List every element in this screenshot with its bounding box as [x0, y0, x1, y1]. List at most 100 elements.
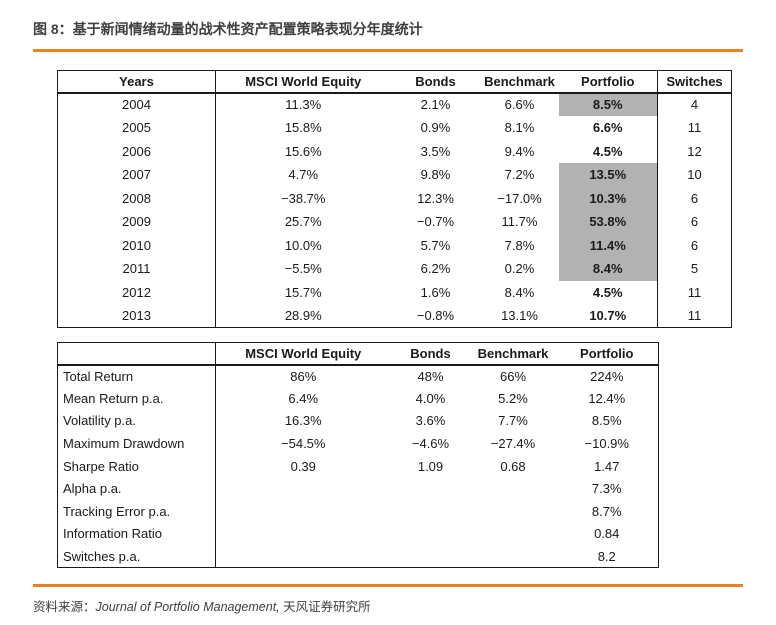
cell-portfolio: 13.5%	[558, 163, 658, 187]
cell-year: 2004	[57, 92, 216, 116]
cell-portfolio: 12.4%	[588, 390, 626, 406]
cell-benchmark	[471, 545, 556, 568]
annual-row-2006: 2006 15.6% 3.5% 9.4% 4.5% 12	[57, 139, 732, 163]
cell-switches: 11	[657, 280, 732, 304]
cell-bonds: 6.2%	[420, 261, 451, 277]
cell-msci	[216, 545, 391, 568]
col-header-metric	[57, 342, 216, 366]
cell-benchmark: 66%	[499, 368, 527, 384]
cell-msci: 28.9%	[284, 308, 322, 323]
cell-portfolio: 7.3%	[591, 481, 622, 497]
cell-msci: −54.5%	[281, 436, 326, 452]
summary-row: Information Ratio 0.84	[57, 522, 659, 546]
cell-msci: 16.3%	[284, 413, 322, 429]
cell-metric-label: Maximum Drawdown	[57, 432, 216, 455]
cell-portfolio: 6.6%	[592, 120, 623, 136]
annual-row-2010: 2010 10.0% 5.7% 7.8% 11.4% 6	[57, 233, 732, 257]
cell-msci: 10.0%	[284, 237, 322, 253]
annual-row-2004: 2004 11.3% 2.1% 6.6% 8.5% 4	[57, 92, 732, 116]
cell-bonds: 0.9%	[420, 120, 451, 136]
cell-benchmark: 0.2%	[504, 261, 535, 277]
cell-benchmark: 7.8%	[504, 237, 535, 253]
cell-benchmark: −27.4%	[490, 436, 536, 452]
cell-portfolio: 8.2	[597, 548, 616, 564]
cell-year: 2012	[57, 280, 216, 304]
cell-year: 2009	[57, 210, 216, 234]
annual-row-2007: 2007 4.7% 9.8% 7.2% 13.5% 10	[57, 163, 732, 187]
cell-benchmark	[471, 477, 556, 500]
cell-msci	[216, 523, 391, 546]
cell-bonds: 1.09	[417, 458, 444, 474]
cell-portfolio: 53.8%	[558, 210, 658, 234]
cell-metric-label: Volatility p.a.	[57, 409, 216, 433]
cell-portfolio: −10.9%	[584, 436, 629, 452]
cell-msci: −38.7%	[281, 190, 326, 206]
cell-msci: −5.5%	[284, 261, 322, 277]
summary-row: Maximum Drawdown −54.5% −4.6% −27.4% −10.9%	[57, 432, 659, 455]
cell-metric-label: Tracking Error p.a.	[57, 500, 216, 523]
col-header-portfolio: Portfolio	[555, 342, 659, 366]
summary-row: Alpha p.a. 7.3%	[57, 477, 659, 501]
cell-year: 2010	[57, 233, 216, 257]
cell-msci: 11.3%	[285, 97, 322, 113]
col-header-bonds: Bonds	[390, 342, 471, 366]
col-header-msci: MSCI World Equity	[215, 70, 391, 94]
cell-msci: 86%	[290, 368, 317, 384]
cell-benchmark: 13.1%	[501, 308, 538, 323]
cell-year: 2007	[57, 163, 216, 187]
cell-bonds: −4.6%	[411, 436, 450, 452]
cell-benchmark	[471, 523, 556, 546]
summary-statistics-table: MSCI World Equity Bonds Benchmark Portfo…	[57, 342, 659, 569]
cell-portfolio: 8.5%	[558, 92, 658, 116]
summary-row: Switches p.a. 8.2	[57, 545, 659, 568]
cell-msci	[216, 477, 391, 500]
cell-bonds	[391, 545, 471, 568]
cell-year: 2008	[57, 186, 216, 210]
cell-metric-label: Information Ratio	[57, 522, 216, 546]
cell-switches: 12	[657, 139, 732, 163]
cell-bonds: −0.8%	[416, 308, 455, 323]
cell-bonds: 12.3%	[417, 190, 454, 206]
title-underline	[33, 49, 743, 52]
annual-row-2013: 2013 28.9% −0.8% 13.1% 10.7% 11	[57, 304, 732, 328]
cell-portfolio: 1.47	[594, 458, 620, 474]
col-header-msci: MSCI World Equity	[215, 342, 391, 366]
cell-bonds: 5.7%	[420, 237, 451, 253]
annual-row-2012: 2012 15.7% 1.6% 8.4% 4.5% 11	[57, 280, 732, 304]
cell-bonds: 4.0%	[415, 390, 446, 406]
cell-msci: 4.7%	[288, 167, 319, 183]
source-label: 资料来源：	[33, 600, 96, 614]
cell-benchmark: 8.4%	[504, 284, 535, 300]
summary-row: Mean Return p.a. 6.4% 4.0% 5.2% 12.4%	[57, 387, 659, 410]
cell-benchmark: 11.7%	[501, 214, 538, 230]
cell-bonds	[391, 500, 471, 523]
cell-portfolio: 8.5%	[591, 413, 622, 429]
cell-msci: 0.39	[290, 458, 316, 474]
cell-benchmark: 7.2%	[504, 167, 535, 183]
summary-table-header-row: MSCI World Equity Bonds Benchmark Portfo…	[57, 342, 659, 366]
cell-benchmark	[471, 500, 556, 523]
cell-bonds: 2.1%	[420, 97, 451, 113]
cell-portfolio: 8.7%	[591, 503, 622, 519]
cell-year: 2005	[57, 116, 216, 140]
annual-row-2009: 2009 25.7% −0.7% 11.7% 53.8% 6	[57, 210, 732, 234]
cell-switches: 11	[657, 304, 732, 328]
cell-msci	[216, 500, 391, 523]
cell-msci: 15.6%	[284, 143, 322, 159]
col-header-bonds: Bonds	[390, 70, 481, 94]
cell-msci: 6.4%	[288, 390, 319, 406]
cell-bonds	[391, 477, 471, 500]
cell-msci: 15.7%	[284, 284, 322, 300]
cell-bonds: 3.5%	[420, 143, 451, 159]
annual-row-2005: 2005 15.8% 0.9% 8.1% 6.6% 11	[57, 116, 732, 140]
summary-row: Volatility p.a. 16.3% 3.6% 7.7% 8.5%	[57, 409, 659, 433]
cell-bonds: 48%	[417, 368, 444, 384]
cell-bonds	[391, 523, 471, 546]
source-note: 资料来源：Journal of Portfolio Management, 天风…	[33, 596, 371, 615]
cell-portfolio: 4.5%	[592, 284, 623, 300]
cell-switches: 6	[657, 210, 732, 234]
cell-portfolio: 0.84	[594, 526, 620, 542]
cell-metric-label: Alpha p.a.	[57, 477, 216, 501]
cell-msci: 15.8%	[284, 120, 322, 136]
